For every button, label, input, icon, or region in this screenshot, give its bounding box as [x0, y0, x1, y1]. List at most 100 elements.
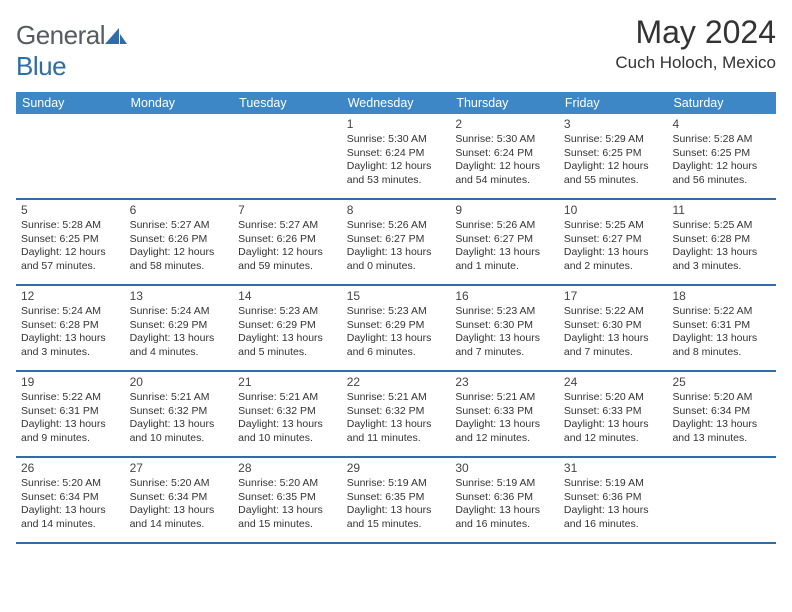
daylight-text: Daylight: 13 hours and 15 minutes.: [238, 504, 337, 531]
sunrise-text: Sunrise: 5:27 AM: [130, 219, 229, 232]
sunset-text: Sunset: 6:36 PM: [455, 491, 554, 504]
daylight-text: Daylight: 13 hours and 7 minutes.: [455, 332, 554, 359]
daylight-text: Daylight: 13 hours and 10 minutes.: [130, 418, 229, 445]
day-number: 13: [130, 289, 229, 304]
daylight-text: Daylight: 12 hours and 58 minutes.: [130, 246, 229, 273]
sunrise-text: Sunrise: 5:21 AM: [238, 391, 337, 404]
sunset-text: Sunset: 6:24 PM: [347, 147, 446, 160]
day-number: 27: [130, 461, 229, 476]
daylight-text: Daylight: 13 hours and 2 minutes.: [564, 246, 663, 273]
day-cell: 20Sunrise: 5:21 AMSunset: 6:32 PMDayligh…: [125, 372, 234, 456]
day-number: 16: [455, 289, 554, 304]
brand-b: Blue: [16, 51, 66, 81]
day-cell: 26Sunrise: 5:20 AMSunset: 6:34 PMDayligh…: [16, 458, 125, 542]
sunset-text: Sunset: 6:35 PM: [347, 491, 446, 504]
daylight-text: Daylight: 13 hours and 10 minutes.: [238, 418, 337, 445]
daylight-text: Daylight: 12 hours and 54 minutes.: [455, 160, 554, 187]
daylight-text: Daylight: 13 hours and 12 minutes.: [564, 418, 663, 445]
sunset-text: Sunset: 6:24 PM: [455, 147, 554, 160]
day-number: 8: [347, 203, 446, 218]
day-cell: 24Sunrise: 5:20 AMSunset: 6:33 PMDayligh…: [559, 372, 668, 456]
dow-row: SundayMondayTuesdayWednesdayThursdayFrid…: [16, 92, 776, 114]
daylight-text: Daylight: 13 hours and 1 minute.: [455, 246, 554, 273]
calendar-page: GeneralBlue May 2024 Cuch Holoch, Mexico…: [0, 0, 792, 612]
week-row: 12Sunrise: 5:24 AMSunset: 6:28 PMDayligh…: [16, 286, 776, 372]
dow-thursday: Thursday: [450, 92, 559, 114]
day-cell: 12Sunrise: 5:24 AMSunset: 6:28 PMDayligh…: [16, 286, 125, 370]
dow-saturday: Saturday: [667, 92, 776, 114]
day-cell: 18Sunrise: 5:22 AMSunset: 6:31 PMDayligh…: [667, 286, 776, 370]
daylight-text: Daylight: 13 hours and 6 minutes.: [347, 332, 446, 359]
day-empty: [125, 114, 234, 198]
sunset-text: Sunset: 6:30 PM: [564, 319, 663, 332]
daylight-text: Daylight: 12 hours and 53 minutes.: [347, 160, 446, 187]
sunrise-text: Sunrise: 5:26 AM: [347, 219, 446, 232]
week-row: 26Sunrise: 5:20 AMSunset: 6:34 PMDayligh…: [16, 458, 776, 544]
sunrise-text: Sunrise: 5:24 AM: [130, 305, 229, 318]
day-cell: 11Sunrise: 5:25 AMSunset: 6:28 PMDayligh…: [667, 200, 776, 284]
day-number: 26: [21, 461, 120, 476]
sunset-text: Sunset: 6:28 PM: [21, 319, 120, 332]
sunset-text: Sunset: 6:32 PM: [130, 405, 229, 418]
day-cell: 6Sunrise: 5:27 AMSunset: 6:26 PMDaylight…: [125, 200, 234, 284]
sunset-text: Sunset: 6:33 PM: [564, 405, 663, 418]
day-cell: 29Sunrise: 5:19 AMSunset: 6:35 PMDayligh…: [342, 458, 451, 542]
week-row: 5Sunrise: 5:28 AMSunset: 6:25 PMDaylight…: [16, 200, 776, 286]
day-cell: 31Sunrise: 5:19 AMSunset: 6:36 PMDayligh…: [559, 458, 668, 542]
sunrise-text: Sunrise: 5:20 AM: [21, 477, 120, 490]
weeks: 1Sunrise: 5:30 AMSunset: 6:24 PMDaylight…: [16, 114, 776, 544]
sunrise-text: Sunrise: 5:22 AM: [564, 305, 663, 318]
day-cell: 3Sunrise: 5:29 AMSunset: 6:25 PMDaylight…: [559, 114, 668, 198]
day-cell: 10Sunrise: 5:25 AMSunset: 6:27 PMDayligh…: [559, 200, 668, 284]
sunrise-text: Sunrise: 5:22 AM: [21, 391, 120, 404]
sunrise-text: Sunrise: 5:24 AM: [21, 305, 120, 318]
daylight-text: Daylight: 13 hours and 11 minutes.: [347, 418, 446, 445]
sunset-text: Sunset: 6:30 PM: [455, 319, 554, 332]
day-cell: 16Sunrise: 5:23 AMSunset: 6:30 PMDayligh…: [450, 286, 559, 370]
brand-a: General: [16, 20, 105, 50]
day-cell: 22Sunrise: 5:21 AMSunset: 6:32 PMDayligh…: [342, 372, 451, 456]
dow-wednesday: Wednesday: [342, 92, 451, 114]
day-number: 22: [347, 375, 446, 390]
sunset-text: Sunset: 6:27 PM: [347, 233, 446, 246]
daylight-text: Daylight: 13 hours and 3 minutes.: [21, 332, 120, 359]
sunrise-text: Sunrise: 5:29 AM: [564, 133, 663, 146]
daylight-text: Daylight: 13 hours and 8 minutes.: [672, 332, 771, 359]
day-number: 31: [564, 461, 663, 476]
day-number: 29: [347, 461, 446, 476]
sunset-text: Sunset: 6:28 PM: [672, 233, 771, 246]
day-number: 5: [21, 203, 120, 218]
sunrise-text: Sunrise: 5:23 AM: [238, 305, 337, 318]
day-number: 7: [238, 203, 337, 218]
daylight-text: Daylight: 13 hours and 14 minutes.: [130, 504, 229, 531]
sunrise-text: Sunrise: 5:25 AM: [564, 219, 663, 232]
brand-logo: GeneralBlue: [16, 14, 127, 82]
day-cell: 21Sunrise: 5:21 AMSunset: 6:32 PMDayligh…: [233, 372, 342, 456]
day-cell: 7Sunrise: 5:27 AMSunset: 6:26 PMDaylight…: [233, 200, 342, 284]
sunrise-text: Sunrise: 5:20 AM: [238, 477, 337, 490]
day-number: 23: [455, 375, 554, 390]
day-number: 15: [347, 289, 446, 304]
sunset-text: Sunset: 6:26 PM: [238, 233, 337, 246]
sunset-text: Sunset: 6:25 PM: [672, 147, 771, 160]
title-block: May 2024 Cuch Holoch, Mexico: [615, 14, 776, 73]
day-number: 20: [130, 375, 229, 390]
day-cell: 23Sunrise: 5:21 AMSunset: 6:33 PMDayligh…: [450, 372, 559, 456]
day-number: 17: [564, 289, 663, 304]
day-cell: 27Sunrise: 5:20 AMSunset: 6:34 PMDayligh…: [125, 458, 234, 542]
day-empty: [667, 458, 776, 542]
sunset-text: Sunset: 6:29 PM: [238, 319, 337, 332]
sunrise-text: Sunrise: 5:20 AM: [672, 391, 771, 404]
sunset-text: Sunset: 6:31 PM: [21, 405, 120, 418]
sunset-text: Sunset: 6:25 PM: [564, 147, 663, 160]
day-cell: 8Sunrise: 5:26 AMSunset: 6:27 PMDaylight…: [342, 200, 451, 284]
sunrise-text: Sunrise: 5:28 AM: [672, 133, 771, 146]
day-number: 3: [564, 117, 663, 132]
sunrise-text: Sunrise: 5:23 AM: [347, 305, 446, 318]
day-number: 30: [455, 461, 554, 476]
dow-tuesday: Tuesday: [233, 92, 342, 114]
week-row: 1Sunrise: 5:30 AMSunset: 6:24 PMDaylight…: [16, 114, 776, 200]
daylight-text: Daylight: 12 hours and 59 minutes.: [238, 246, 337, 273]
sunrise-text: Sunrise: 5:20 AM: [130, 477, 229, 490]
daylight-text: Daylight: 13 hours and 12 minutes.: [455, 418, 554, 445]
